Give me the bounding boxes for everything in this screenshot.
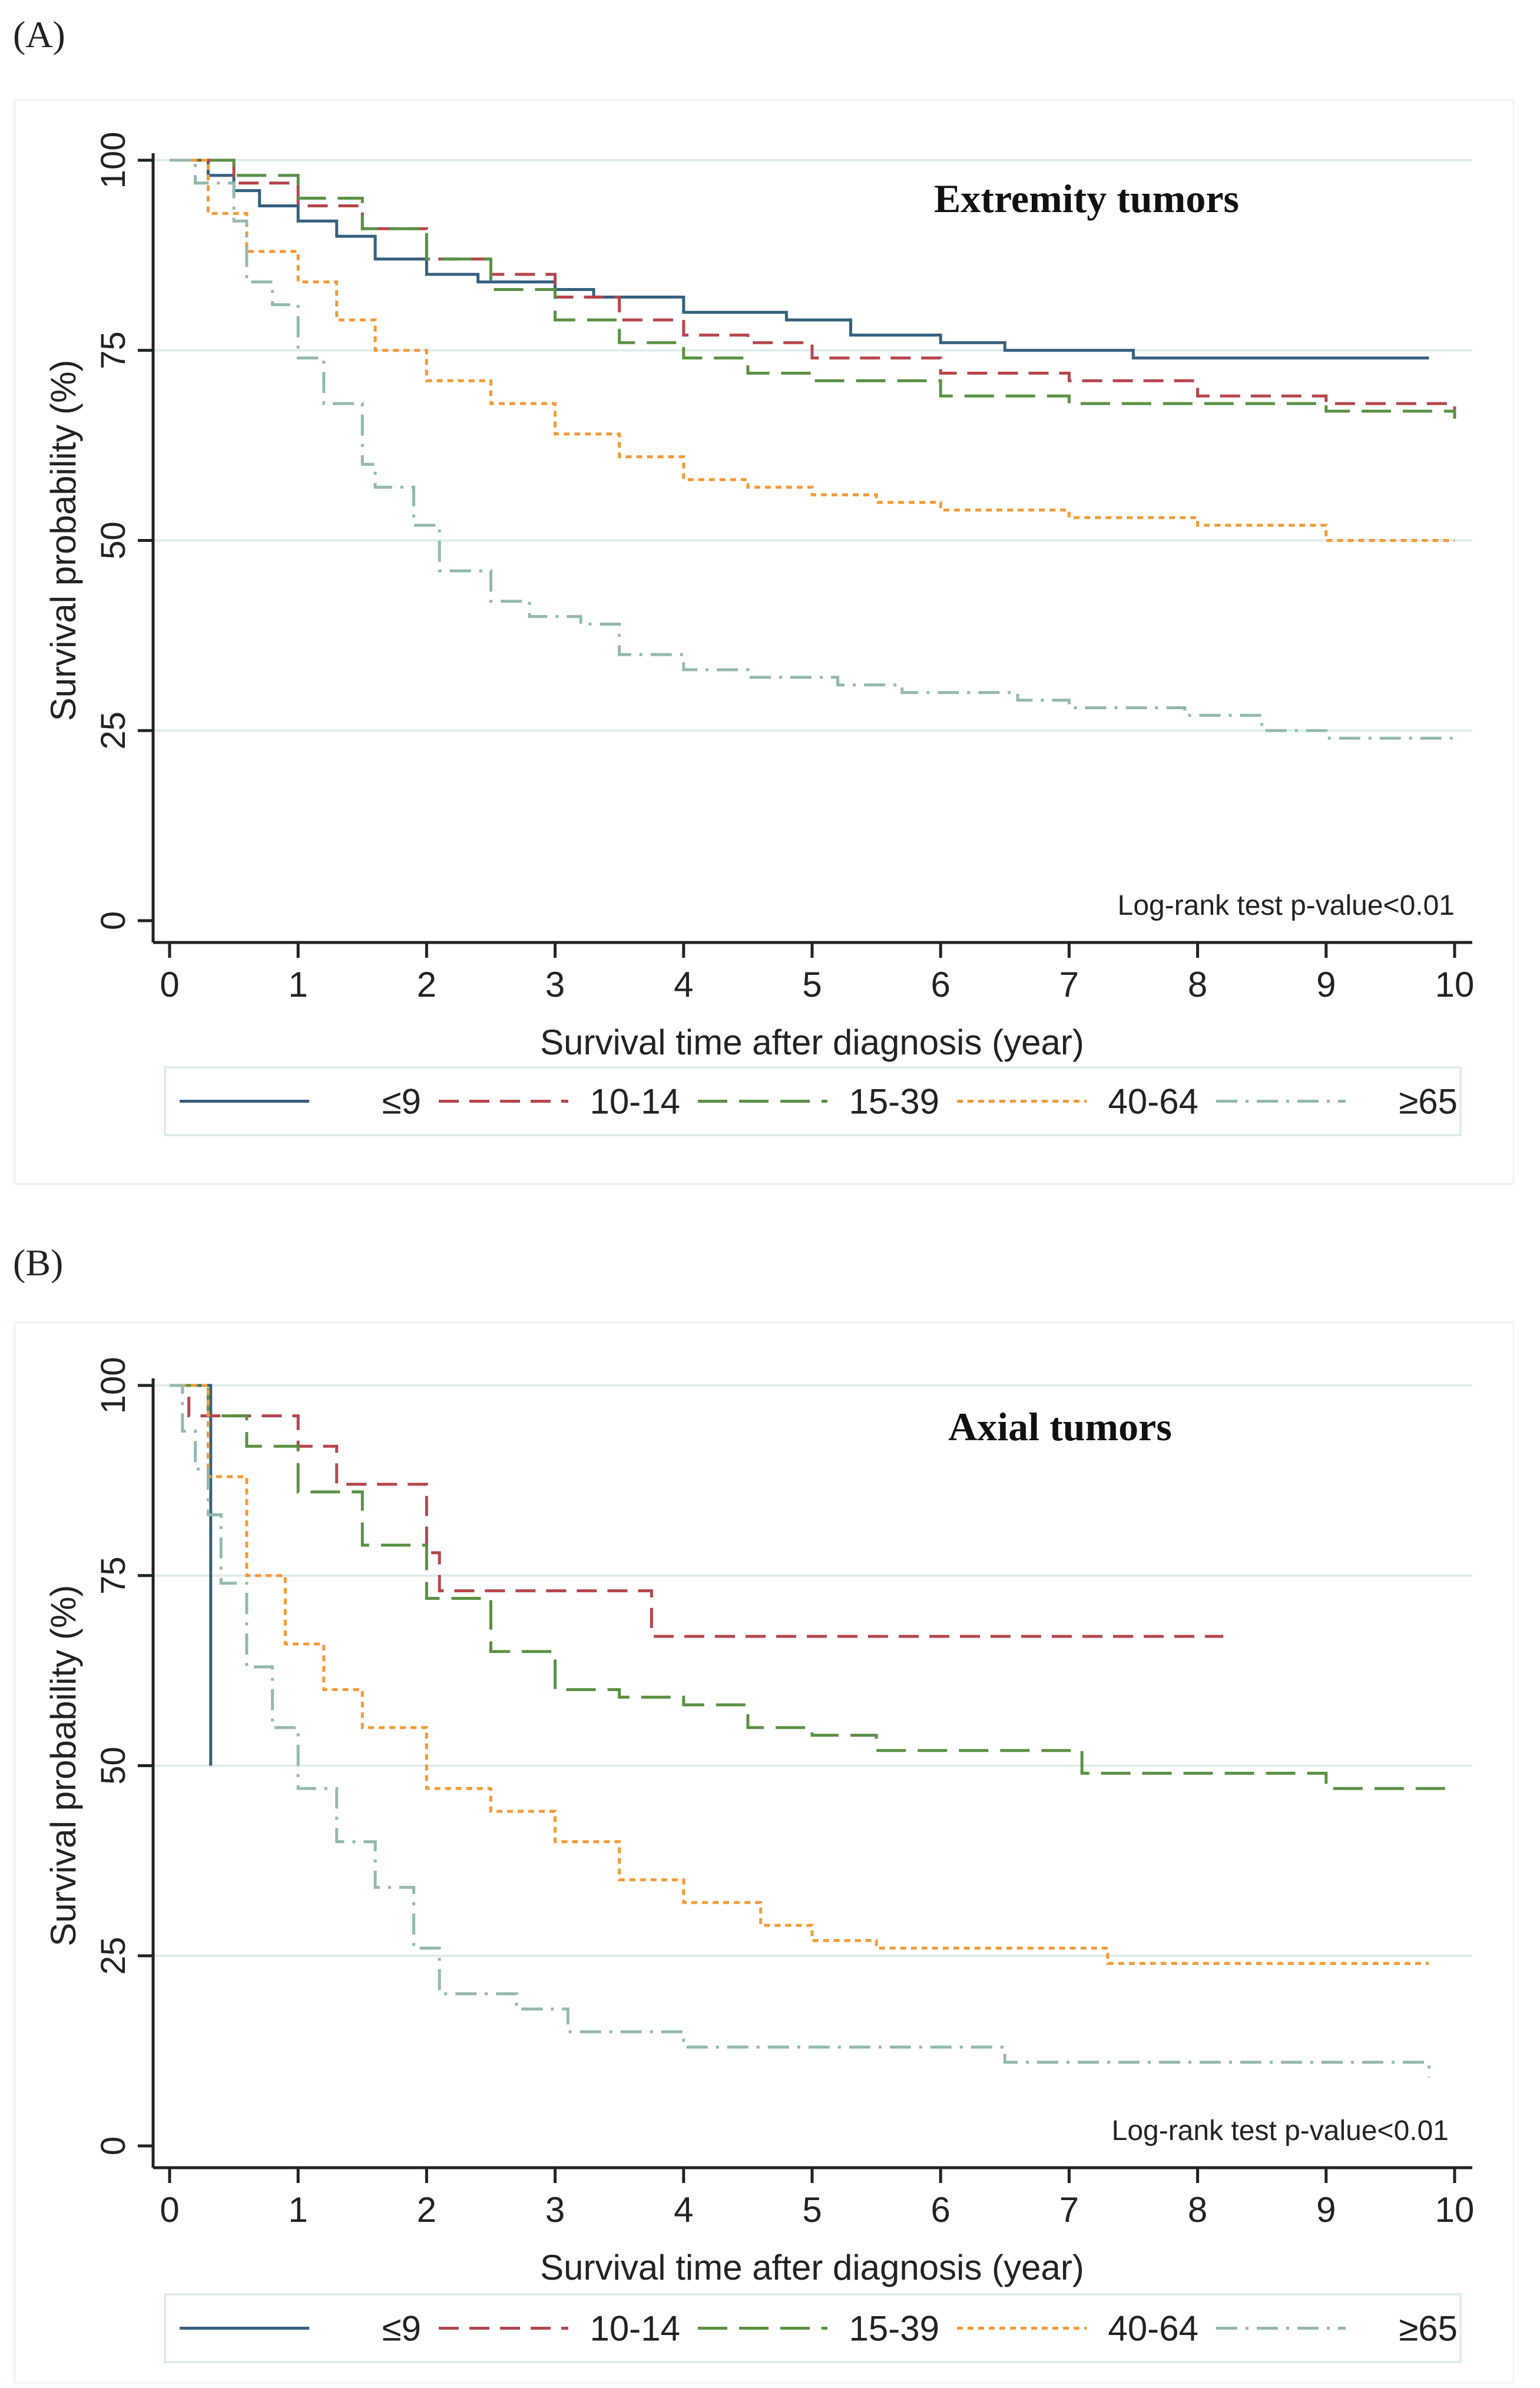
y-tick-label: 100 <box>94 1357 133 1414</box>
legend-label-3: 15-39 <box>849 1082 939 1122</box>
series-line-3 <box>170 158 1456 419</box>
plot-frame <box>14 1321 1515 2384</box>
x-tick-label: 5 <box>802 2190 822 2230</box>
series-line-3 <box>170 1384 1455 1790</box>
x-tick-label: 2 <box>417 965 436 1004</box>
x-tick-label: 7 <box>1059 2190 1079 2230</box>
legend-label-1: ≤9 <box>382 1082 421 1122</box>
y-tick-label: 0 <box>94 911 133 930</box>
x-tick-label: 4 <box>674 2190 693 2230</box>
chart-panel-2: (B) 0 25 50 75 100 0 1 2 3 4 5 6 7 8 9 10 Survival time a… <box>13 1242 1515 2384</box>
chart-panel-1: (A) 0 25 50 75 100 0 1 2 3 4 5 6 7 8 9 10 Survival time a… <box>13 14 1515 1185</box>
x-tick-label: 1 <box>289 965 308 1004</box>
y-tick-label: 75 <box>94 1556 133 1595</box>
series-line-1 <box>170 158 1429 360</box>
x-tick-label: 7 <box>1059 965 1079 1004</box>
x-tick-label: 4 <box>674 965 693 1004</box>
x-tick-label: 5 <box>802 965 822 1004</box>
legend-label-1: ≤9 <box>382 2309 421 2349</box>
series-line-4 <box>170 158 1455 542</box>
legend-label-4: 40-64 <box>1108 1082 1198 1122</box>
x-tick-label: 1 <box>289 2190 308 2230</box>
series-line-4 <box>170 1384 1429 1965</box>
panel-label: (B) <box>13 1242 63 1284</box>
x-tick-label: 6 <box>931 2190 951 2230</box>
y-tick-label: 50 <box>94 1747 133 1785</box>
legend-box <box>164 2293 1462 2363</box>
y-tick-label: 100 <box>94 132 133 189</box>
logrank-annotation: Log-rank test p-value<0.01 <box>1112 2115 1449 2146</box>
x-tick-label: 9 <box>1316 2190 1336 2230</box>
x-tick-label: 3 <box>545 965 565 1004</box>
chart-title: Axial tumors <box>948 1404 1172 1449</box>
y-tick-label: 0 <box>94 2136 133 2155</box>
plot-frame <box>14 99 1515 1185</box>
legend-box <box>164 1066 1462 1136</box>
panel-label: (A) <box>13 14 65 55</box>
x-tick-label: 0 <box>160 2190 179 2230</box>
logrank-annotation: Log-rank test p-value<0.01 <box>1118 890 1455 921</box>
y-tick-label: 25 <box>94 1937 133 1975</box>
x-tick-label: 3 <box>545 2190 565 2230</box>
x-tick-label: 6 <box>931 965 951 1004</box>
x-tick-label: 9 <box>1316 965 1336 1004</box>
legend-label-2: 10-14 <box>590 1082 680 1122</box>
y-tick-label: 25 <box>94 712 133 750</box>
legend-label-3: 15-39 <box>849 2309 939 2349</box>
legend-label-4: 40-64 <box>1108 2309 1198 2349</box>
x-axis-title: Survival time after diagnosis (year) <box>540 2248 1084 2287</box>
x-tick-label: 8 <box>1188 965 1207 1004</box>
series-line-2 <box>170 1384 1224 1638</box>
legend-label-2: 10-14 <box>590 2309 680 2349</box>
x-axis-title: Survival time after diagnosis (year) <box>540 1023 1084 1062</box>
x-tick-label: 8 <box>1188 2190 1207 2230</box>
legend-label-5: ≥65 <box>1399 1082 1458 1122</box>
series-line-5 <box>170 1384 1430 2078</box>
x-tick-label: 10 <box>1435 965 1475 1004</box>
x-tick-label: 0 <box>160 965 179 1004</box>
chart-title: Extremity tumors <box>934 176 1239 221</box>
x-tick-label: 10 <box>1435 2190 1475 2230</box>
y-tick-label: 50 <box>94 521 133 560</box>
legend-label-5: ≥65 <box>1399 2309 1458 2349</box>
y-axis-title: Survival probability (%) <box>44 1585 83 1947</box>
y-axis-title: Survival probability (%) <box>44 360 83 722</box>
series-line-5 <box>170 158 1455 740</box>
y-tick-label: 75 <box>94 331 133 369</box>
x-tick-label: 2 <box>417 2190 436 2230</box>
